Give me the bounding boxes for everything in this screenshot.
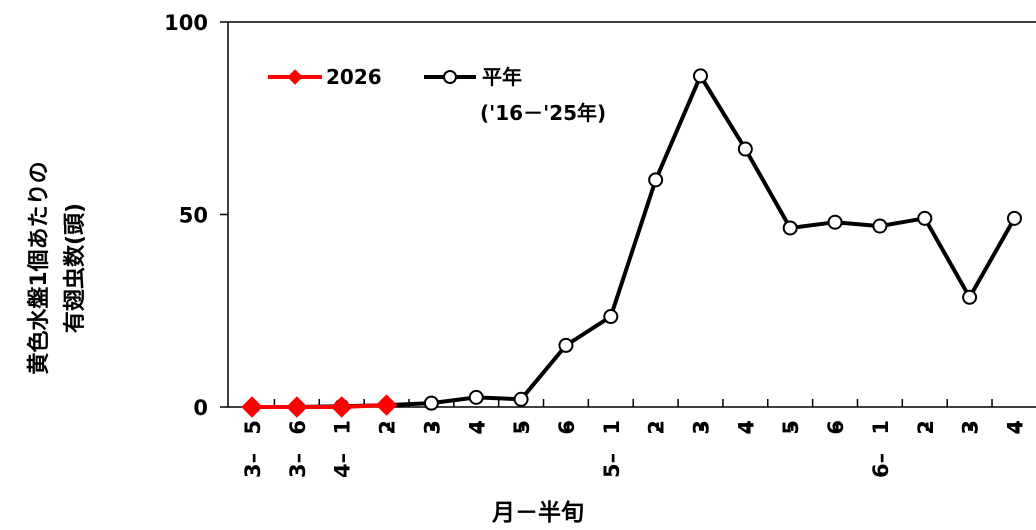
data-point [423,395,439,411]
x-tick-label: 4 [465,420,489,435]
x-tick-label: – [824,422,848,433]
x-tick-label: 3 [420,420,444,435]
legend-label-normal-year-range: ('16－'25年) [480,101,606,125]
data-point [513,391,529,407]
data-point [241,396,263,418]
data-point [782,220,798,236]
series-layer [241,68,1022,418]
series-line [252,403,387,409]
data-point [375,394,398,416]
data-point [962,289,978,305]
x-axis-title: 月－半旬 [491,500,584,526]
x-tick-label: – [690,422,714,433]
y-tick-label: 100 [164,11,208,35]
data-point [330,396,353,418]
x-tick-label: 6 [824,420,848,435]
data-point [286,396,308,418]
x-tick-label: – [510,422,534,433]
x-tick-label: 5– [600,453,624,478]
series-line [252,73,1017,409]
data-point [872,218,888,234]
data-point [917,210,933,226]
x-tick-label: – [779,422,803,433]
legend: 2026 平年 ('16－'25年) [268,65,606,125]
x-tick-label: 6 [286,420,310,435]
x-tick-label: – [555,422,579,433]
x-ticks: 3–53–64–1 –2 –3 –4 –5 –65–1 –2 –3 –4 –5 –66–1 –2 –3–… [241,399,1027,478]
legend-label-2026: 2026 [326,65,382,89]
x-tick-label: – [734,422,758,433]
series-2026 [241,394,398,418]
x-tick-label: 3– [286,453,310,478]
x-tick-label: 1 [600,420,624,435]
x-tick-label: 4 [1003,420,1027,435]
x-tick-label: 5 [779,420,803,435]
y-ticks: 0 50 100 [164,11,228,420]
x-tick-label: 3– [241,453,265,478]
data-point [1006,210,1022,226]
x-tick-label: 6– [869,453,893,478]
legend-entry-normal-year: 平年 ('16－'25年) [424,65,606,125]
x-tick-label: 5 [510,420,534,435]
x-tick-label: 4– [331,453,355,478]
data-point [558,337,574,353]
y-axis-title-line-2: 有翅虫数(頭) [62,203,88,333]
x-tick-label: 2 [645,420,669,435]
data-point [468,389,484,405]
x-tick-label: 5 [241,420,265,435]
y-tick-label: 0 [193,396,208,420]
x-tick-label: 2 [914,420,938,435]
data-point [737,141,753,157]
x-tick-label: 4 [734,420,758,435]
data-point [648,172,664,188]
x-tick-label: 1 [869,420,893,435]
x-tick-label: – [465,422,489,433]
x-tick-label: – [376,422,400,433]
x-tick-label: 1 [331,420,355,435]
x-tick-label: – [420,422,444,433]
legend-label-normal-year: 平年 [482,65,522,89]
y-axis-title-line-1: 黄色水盤1個あたりの [26,161,52,374]
data-point [693,68,708,84]
x-tick-label: 2 [376,420,400,435]
x-tick-label: – [1003,422,1027,433]
y-tick-label: 50 [179,204,208,228]
y-axis-title: 黄色水盤1個あたりの 有翅虫数(頭) [26,161,88,374]
legend-entry-2026: 2026 [268,65,382,89]
data-point [827,214,843,230]
x-tick-label: 3 [690,420,714,435]
x-tick-label: 3 [959,420,983,435]
data-point [603,309,619,325]
x-tick-label: – [645,422,669,433]
x-tick-label: – [959,422,983,433]
x-tick-label: 6 [555,420,579,435]
series-normal-year [244,68,1022,415]
x-tick-label: – [914,422,938,433]
